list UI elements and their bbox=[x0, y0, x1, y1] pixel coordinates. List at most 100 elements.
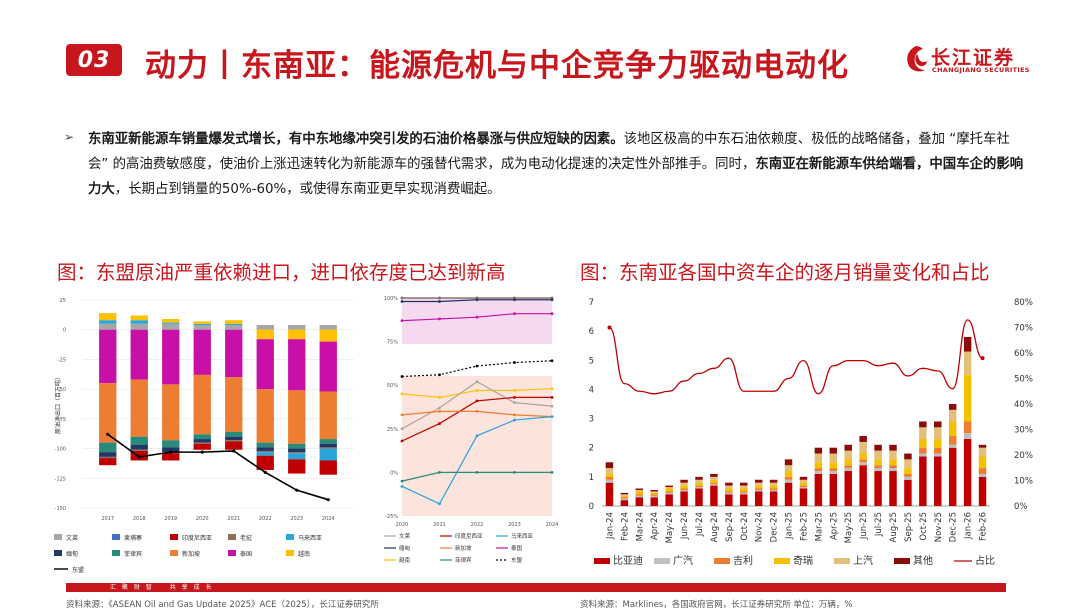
sales-bar-segment bbox=[829, 468, 838, 472]
right-chart-caption: 图：东南亚各国中资车企的逐月销量变化和占比 bbox=[580, 261, 990, 284]
dependency-point bbox=[513, 396, 516, 399]
sales-y-tick-label: 5 bbox=[589, 356, 594, 366]
sales-y-tick-label: 1 bbox=[589, 473, 594, 483]
dependency-point bbox=[438, 396, 441, 399]
sales-legend-label: 比亚迪 bbox=[613, 555, 643, 567]
summary-paragraph: 东南亚新能源车销量爆发式增长，有中东地缘冲突引发的石油价格暴涨与供应短缺的因素。… bbox=[88, 127, 1028, 202]
sales-bar-segment bbox=[769, 485, 778, 489]
sales-bar-segment bbox=[650, 494, 658, 496]
logo-mark-icon bbox=[907, 46, 927, 72]
dependency-y-tick-label: 100% bbox=[384, 296, 399, 302]
bar-segment bbox=[256, 442, 274, 448]
sales-x-tick-label: Mar-25 bbox=[814, 512, 824, 541]
sales-bar-segment bbox=[725, 488, 733, 492]
dependency-point bbox=[400, 439, 404, 443]
sales-bar-segment bbox=[710, 482, 718, 485]
sales-bar-segment bbox=[948, 421, 957, 437]
sales-bar-segment bbox=[904, 453, 912, 460]
sales-bar-segment bbox=[919, 447, 927, 454]
bar-segment bbox=[225, 436, 243, 441]
sales-bar-segment bbox=[859, 465, 867, 506]
sales-bar-segment bbox=[769, 479, 778, 483]
dependency-point bbox=[438, 471, 441, 474]
bar-segment bbox=[99, 320, 117, 324]
dependency-legend-label: 泰国 bbox=[511, 544, 523, 552]
asean-line bbox=[107, 433, 329, 501]
bar-segment bbox=[193, 329, 211, 375]
share-y-tick-label: 0% bbox=[1014, 502, 1028, 512]
legend-label: 泰国 bbox=[240, 550, 252, 558]
share-y-tick-label: 50% bbox=[1014, 375, 1033, 385]
bar-segment bbox=[225, 440, 243, 442]
sales-bar-segment bbox=[605, 482, 614, 506]
share-line bbox=[608, 319, 983, 395]
sales-bar-segment bbox=[904, 473, 912, 477]
bar-segment bbox=[130, 379, 148, 437]
right-source-note: 资料来源：Marklines，各国政府官网，长江证券研究所 单位：万辆，% bbox=[580, 600, 853, 608]
asean-point bbox=[169, 450, 173, 454]
bar-segment bbox=[256, 450, 274, 453]
dependency-legend-label: 马来西亚 bbox=[511, 532, 534, 540]
sales-bar-segment bbox=[844, 468, 852, 472]
bar-segment bbox=[225, 431, 243, 437]
sales-bar-segment bbox=[978, 456, 987, 469]
sales-bar-segment bbox=[874, 468, 882, 472]
bar-segment bbox=[256, 324, 274, 330]
sales-bar-segment bbox=[919, 438, 927, 448]
bar-x-tick-label: 2023 bbox=[290, 516, 303, 522]
sales-x-tick-label: Oct-25 bbox=[919, 512, 929, 541]
legend-label: 新加坡 bbox=[182, 550, 200, 558]
sales-bar-segment bbox=[874, 459, 882, 466]
bar-segment bbox=[162, 453, 180, 461]
summary-key-point: 东南亚新能源车销量爆发式增长，有中东地缘冲突引发的石油价格暴涨与供应短缺的因素。 bbox=[88, 132, 624, 147]
sales-bar-segment bbox=[665, 494, 673, 506]
sales-x-tick-label: Aug-24 bbox=[710, 512, 720, 542]
sales-bar-segment bbox=[710, 485, 718, 506]
logo-english-name: CHANGJIANG SECURITIES bbox=[932, 66, 1030, 74]
sales-bar-segment bbox=[710, 473, 718, 477]
bar-segment bbox=[288, 339, 306, 391]
sales-bar-segment bbox=[963, 351, 972, 375]
sales-x-tick-label: Sep-25 bbox=[904, 512, 914, 542]
sales-x-tick-label: Apr-24 bbox=[650, 512, 660, 540]
sales-x-tick-label: Feb-24 bbox=[620, 512, 630, 541]
sales-bar-segment bbox=[799, 487, 808, 489]
share-y-tick-label: 40% bbox=[1014, 400, 1033, 410]
share-point bbox=[607, 325, 612, 330]
legend-marker bbox=[286, 550, 294, 556]
summary-detail-2: ，长期占到销量的50%-60%，或使得东南亚更早实现消费崛起。 bbox=[114, 182, 501, 197]
sales-bar-segment bbox=[650, 492, 658, 495]
summary-detail: 该地区极高的中东石油依赖度、极低的战略储备，叠加 “摩托车社会” 的高油费敏感度… bbox=[88, 132, 1010, 172]
sales-bar-segment bbox=[740, 485, 748, 489]
sales-bar-segment bbox=[963, 336, 972, 352]
dependency-y-tick-label: 25% bbox=[387, 427, 398, 433]
sales-bar-segment bbox=[754, 489, 763, 492]
legend-marker bbox=[170, 534, 178, 540]
bar-segment bbox=[256, 329, 274, 340]
legend-label: 柬埔寨 bbox=[124, 534, 142, 542]
dependency-point bbox=[475, 471, 479, 474]
bar-segment bbox=[256, 447, 274, 451]
share-y-tick-label: 70% bbox=[1014, 324, 1033, 334]
asean-point bbox=[232, 449, 236, 453]
sales-bar-segment bbox=[978, 444, 987, 448]
sales-bar-segment bbox=[680, 491, 688, 506]
sales-bar-segment bbox=[844, 465, 852, 469]
sales-bar-segment bbox=[769, 491, 778, 506]
bar-segment bbox=[256, 455, 274, 470]
bar-segment bbox=[130, 449, 148, 451]
sales-bar-segment bbox=[605, 468, 614, 474]
sales-bar-segment bbox=[680, 479, 688, 483]
dependency-point bbox=[438, 373, 441, 377]
dependency-point bbox=[438, 422, 441, 425]
sales-bar-segment bbox=[859, 436, 867, 442]
asean-point bbox=[295, 488, 299, 492]
sales-bar-segment bbox=[784, 471, 793, 477]
dependency-point bbox=[513, 361, 516, 364]
sales-bar-segment bbox=[859, 459, 867, 463]
sales-bar-segment bbox=[904, 468, 912, 474]
sales-bar-segment bbox=[680, 485, 688, 489]
dependency-highlight-bottom bbox=[402, 376, 552, 516]
share-y-tick-label: 10% bbox=[1014, 477, 1033, 487]
dependency-point bbox=[400, 484, 404, 488]
